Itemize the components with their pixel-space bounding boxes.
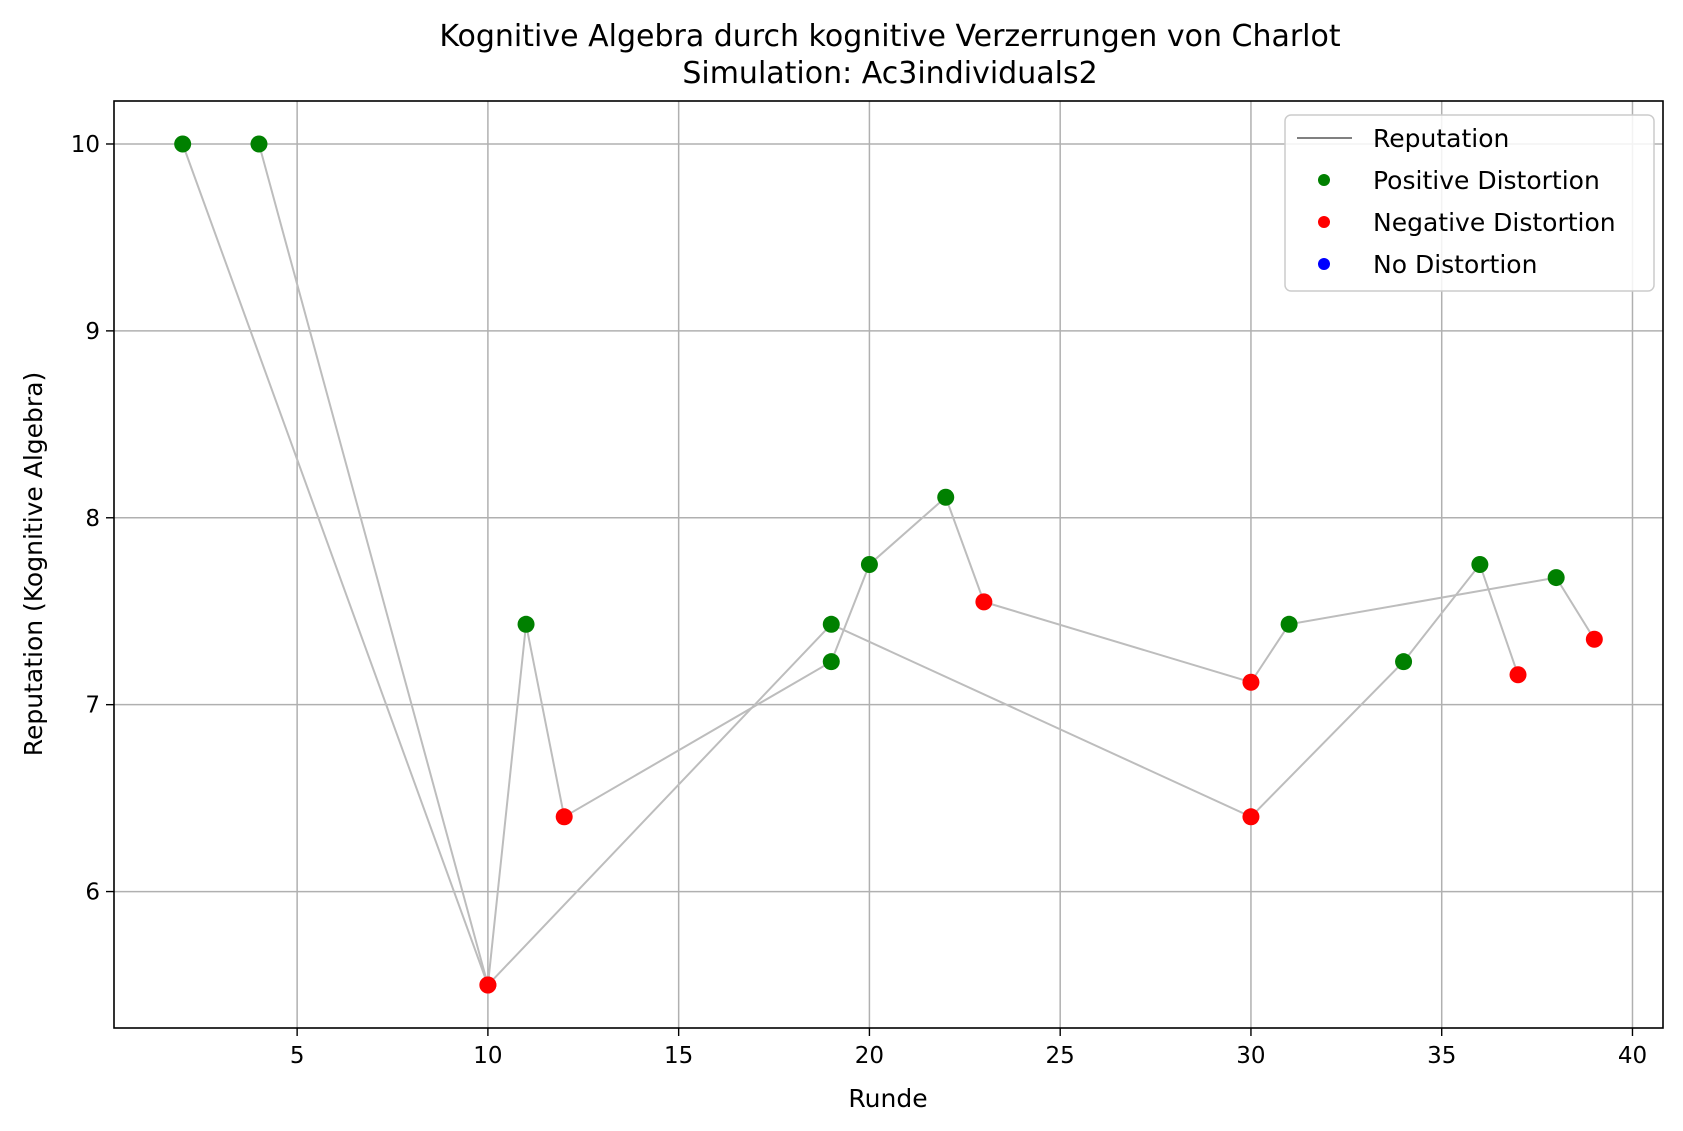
y-tick-label: 10 [71, 132, 100, 158]
positive-distortion-point [517, 615, 535, 633]
legend-dot-swatch [1318, 216, 1330, 228]
positive-distortion-point [1395, 653, 1413, 671]
positive-distortion-point [822, 653, 840, 671]
legend-label: Reputation [1373, 124, 1509, 153]
y-tick-label: 6 [85, 880, 100, 906]
x-tick-label: 40 [1618, 1043, 1647, 1069]
y-tick-label: 8 [85, 506, 100, 532]
negative-distortion-point [479, 976, 497, 994]
point-layer [174, 135, 1603, 994]
negative-distortion-point [1242, 808, 1260, 826]
negative-distortion-point [1585, 630, 1603, 648]
tick-layer: 5 10 15 20 25 30 35 40 6 7 8 9 10 [71, 132, 1647, 1069]
legend-label: Positive Distortion [1373, 166, 1600, 195]
x-tick-label: 15 [664, 1043, 693, 1069]
x-tick-label: 10 [473, 1043, 502, 1069]
chart-title: Kognitive Algebra durch kognitive Verzer… [439, 19, 1341, 54]
legend-items: Reputation Positive Distortion Negative Di… [1297, 124, 1616, 279]
positive-distortion-point [174, 135, 192, 153]
positive-distortion-point [1280, 615, 1298, 633]
negative-distortion-point [975, 593, 993, 611]
positive-distortion-point [250, 135, 268, 153]
y-tick-label: 9 [85, 319, 100, 345]
positive-distortion-point [937, 488, 955, 506]
x-tick-label: 20 [855, 1043, 884, 1069]
positive-distortion-point [1471, 556, 1489, 573]
legend: Reputation Positive Distortion Negative Di… [1284, 114, 1655, 292]
x-tick-label: 30 [1236, 1043, 1265, 1069]
positive-distortion-point [1547, 569, 1565, 587]
negative-distortion-point [1242, 673, 1260, 691]
legend-label: No Distortion [1373, 250, 1537, 279]
legend-label: Negative Distortion [1373, 208, 1616, 237]
legend-dot-swatch [1318, 258, 1330, 270]
reputation-line-1 [181, 143, 1596, 986]
y-tick-label: 7 [85, 693, 100, 719]
plot-frame [113, 100, 1664, 1029]
x-tick-label: 5 [290, 1043, 305, 1069]
chart-subtitle: Simulation: Ac3individuals2 [682, 56, 1097, 91]
x-axis-label: Runde [848, 1084, 927, 1113]
positive-distortion-point [822, 615, 840, 633]
positive-distortion-point [860, 556, 878, 573]
y-axis-label: Reputation (Kognitive Algebra) [19, 372, 48, 757]
legend-box [1284, 114, 1655, 292]
negative-distortion-point [1509, 666, 1527, 684]
negative-distortion-point [555, 808, 573, 826]
x-tick-label: 25 [1046, 1043, 1075, 1069]
legend-dot-swatch [1318, 174, 1330, 186]
x-tick-label: 35 [1427, 1043, 1456, 1069]
